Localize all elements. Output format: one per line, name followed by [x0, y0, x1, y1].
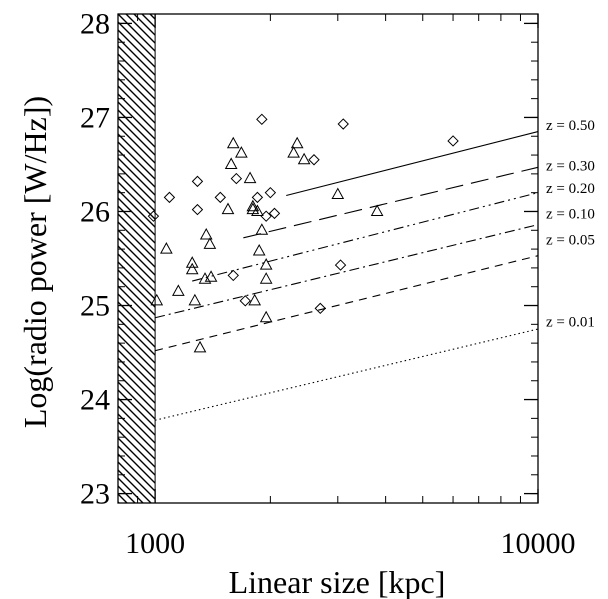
- redshift-line: [286, 131, 539, 197]
- triangle-marker: [199, 227, 213, 240]
- diamond-marker: [230, 172, 243, 185]
- x-tick-label: 10000: [501, 527, 576, 560]
- y-tick-label: 27: [80, 101, 110, 134]
- excluded-region: [117, 13, 156, 504]
- triangle-marker: [185, 256, 199, 268]
- triangle-marker: [297, 152, 311, 165]
- diamond-marker: [314, 302, 326, 315]
- diamond-marker: [264, 186, 277, 199]
- triangle-marker: [160, 242, 173, 254]
- diamond-marker: [268, 207, 281, 220]
- triangle-marker: [259, 272, 273, 284]
- triangle-marker: [259, 258, 273, 270]
- y-tick-label: 24: [80, 384, 110, 417]
- triangle-marker: [221, 202, 235, 215]
- diamond-marker: [256, 113, 268, 126]
- diamond-marker: [227, 269, 239, 282]
- triangle-marker: [203, 237, 217, 249]
- triangle-marker: [287, 146, 300, 158]
- redshift-line: [154, 224, 539, 319]
- redshift-line-label: z = 0.50: [546, 118, 595, 134]
- triangle-marker: [248, 293, 262, 306]
- diamond-marker: [447, 135, 459, 147]
- triangle-marker: [193, 340, 207, 353]
- data-markers: [147, 113, 459, 353]
- redshift-line-label: z = 0.30: [546, 158, 595, 174]
- y-tick-label: 23: [80, 478, 110, 511]
- triangle-marker: [246, 199, 260, 212]
- diamond-marker: [163, 191, 176, 204]
- triangle-marker: [251, 204, 264, 216]
- triangle-marker: [235, 146, 248, 158]
- triangle-marker: [252, 243, 266, 256]
- diamond-marker: [239, 295, 251, 307]
- y-tick-label: 26: [80, 195, 110, 228]
- x-axis-title: Linear size [kpc]: [229, 564, 446, 599]
- redshift-lines: [154, 131, 539, 421]
- redshift-line-label: z = 0.20: [546, 181, 595, 197]
- triangle-marker: [224, 157, 238, 169]
- triangle-marker: [370, 204, 384, 216]
- triangle-marker: [188, 293, 202, 306]
- y-axis-title: Log(radio power [W/Hz]): [17, 96, 53, 428]
- redshift-line-label: z = 0.05: [546, 233, 595, 249]
- diamond-marker: [147, 210, 160, 222]
- triangle-marker: [290, 136, 304, 149]
- diamond-marker: [191, 175, 204, 188]
- redshift-line: [154, 328, 539, 421]
- y-tick-label: 28: [80, 7, 110, 40]
- redshift-line-label: z = 0.01: [546, 315, 595, 331]
- triangle-marker: [226, 136, 240, 149]
- diamond-marker: [334, 259, 347, 271]
- redshift-line: [192, 192, 539, 282]
- diamond-marker: [260, 210, 272, 222]
- diamond-marker: [214, 191, 227, 204]
- triangle-marker: [172, 284, 185, 296]
- plot-frame: [117, 13, 539, 504]
- triangle-marker: [331, 187, 345, 200]
- redshift-line: [154, 255, 539, 352]
- diamond-marker: [337, 118, 349, 130]
- redshift-line: [243, 166, 539, 239]
- triangle-marker: [243, 171, 257, 184]
- axis-ticks: [117, 14, 539, 503]
- diamond-marker: [308, 154, 320, 166]
- y-tick-label: 25: [80, 290, 110, 323]
- triangle-marker: [204, 270, 218, 282]
- diamond-marker: [191, 203, 204, 216]
- triangle-marker: [150, 293, 164, 306]
- x-tick-label: 1000: [125, 527, 185, 560]
- text-labels: 23 24 25 26 27 28 1000 10000 z = 0.50 z = 0.30 z =…: [80, 7, 595, 560]
- diamond-marker: [251, 191, 264, 204]
- triangle-marker: [259, 310, 273, 323]
- triangle-marker: [255, 223, 269, 235]
- redshift-line-label: z = 0.10: [546, 206, 595, 222]
- triangle-marker: [185, 262, 199, 275]
